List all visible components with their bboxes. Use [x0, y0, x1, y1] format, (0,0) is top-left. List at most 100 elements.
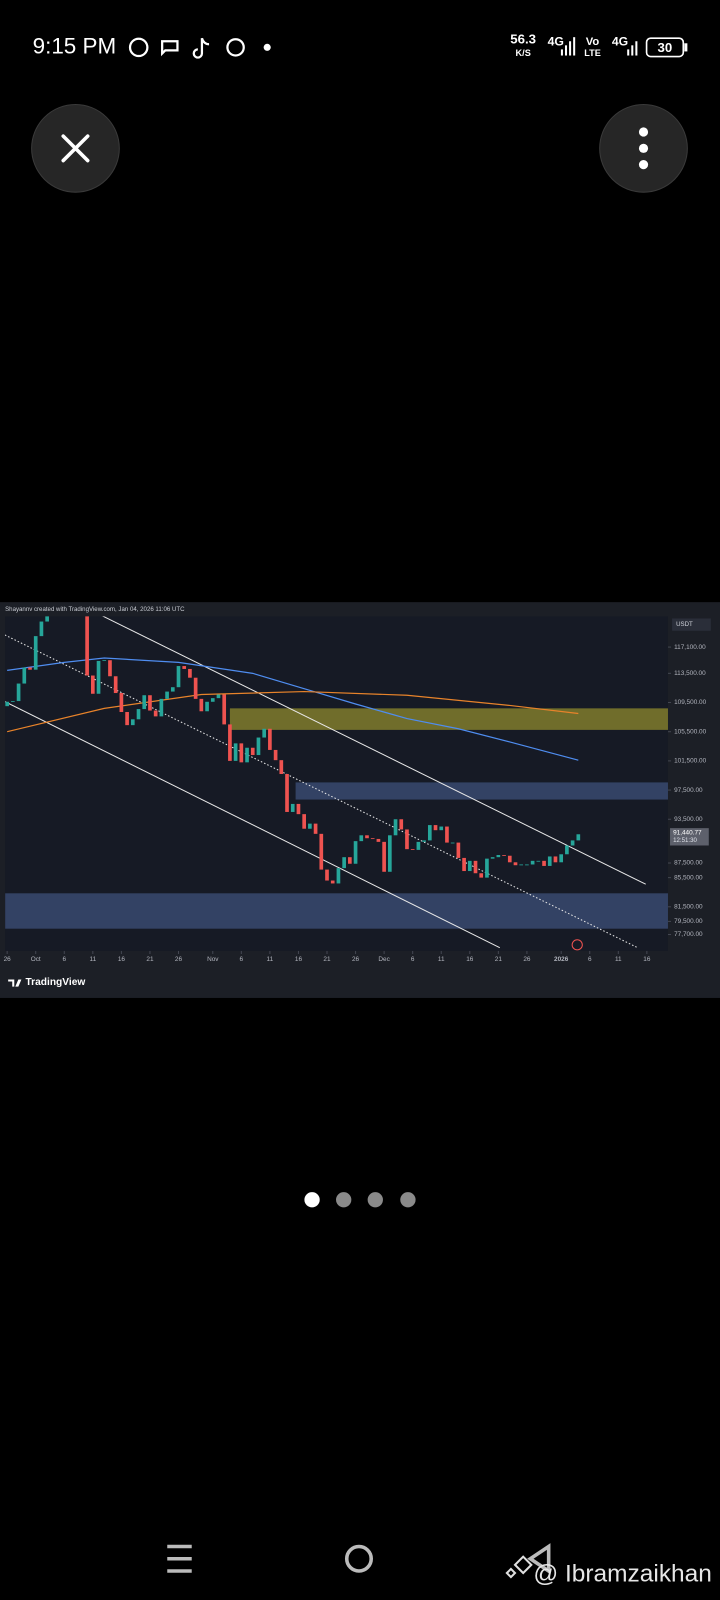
zone — [5, 893, 668, 929]
candle-body — [130, 719, 135, 726]
candle-body — [462, 857, 466, 872]
candle-body — [427, 825, 432, 841]
footer — [0, 969, 720, 998]
candles — [5, 616, 581, 884]
net-speed-unit: K/S — [516, 48, 531, 58]
candle-body — [90, 675, 95, 694]
candle-body — [256, 737, 261, 756]
candle-body — [11, 701, 15, 702]
candle-body — [182, 666, 187, 669]
candle-body — [233, 743, 238, 761]
candle-body — [370, 838, 375, 840]
last-price-box — [670, 828, 709, 846]
candle-body — [496, 854, 501, 858]
candle-body — [325, 869, 329, 881]
candle-body — [108, 660, 112, 677]
network: 4G — [612, 35, 628, 49]
candle-body — [205, 701, 209, 712]
candle-body — [239, 743, 244, 763]
x-tick-label: 21 — [323, 956, 331, 963]
y-tick-label: 77,700.00 — [674, 931, 703, 938]
clock: 9:15 PM — [33, 33, 117, 58]
candle-body — [296, 803, 301, 815]
back-button[interactable] — [527, 1543, 551, 1575]
candle-body — [262, 728, 267, 738]
page-dot[interactable] — [336, 1192, 352, 1208]
candle-body — [479, 873, 484, 878]
page-dot[interactable] — [400, 1192, 416, 1208]
candle-body — [336, 868, 341, 884]
candle-body — [245, 747, 249, 763]
page-dot[interactable] — [367, 1192, 383, 1208]
candle-body — [348, 857, 352, 864]
candle-body — [290, 803, 295, 812]
x-tick-label: 16 — [466, 956, 474, 963]
nav-bar — [167, 1543, 551, 1575]
candle-body — [16, 683, 21, 702]
candle-body — [193, 677, 198, 699]
candle-body — [570, 840, 575, 846]
watermark-logo — [505, 1555, 533, 1579]
trendline — [102, 616, 646, 885]
countdown: 12:51:30 — [673, 837, 697, 844]
y-tick-label: 101,500.00 — [674, 758, 706, 765]
network: 4G — [548, 35, 564, 49]
close-icon — [61, 134, 90, 163]
candle-body — [159, 698, 164, 717]
home-button[interactable] — [344, 1544, 374, 1573]
trendline — [5, 701, 501, 949]
candle-body — [313, 823, 318, 834]
signal — [560, 37, 638, 56]
candle-body — [456, 842, 461, 858]
candle-body — [45, 616, 49, 622]
y-tick-label: 93,500.00 — [674, 816, 703, 823]
candle-body — [308, 823, 312, 829]
candle-body — [210, 698, 215, 702]
candle-body — [490, 857, 495, 859]
x-tick-label: 21 — [146, 956, 154, 963]
moving-average — [7, 690, 579, 733]
candle-body — [387, 835, 392, 872]
candle-body — [250, 747, 255, 756]
candle-body — [547, 856, 552, 866]
candle-body — [365, 835, 369, 839]
x-tick-label: 26 — [175, 956, 183, 963]
candle-body — [273, 749, 278, 761]
volte: Vo — [586, 36, 600, 48]
candle-body — [216, 694, 221, 699]
last-price: 91,440.77 — [673, 829, 702, 836]
candle-body — [553, 856, 558, 863]
x-tick-label: 6 — [411, 956, 415, 963]
watermark: @ Ibramzaikhan — [533, 1561, 712, 1588]
x-tick-label: 11 — [438, 956, 445, 963]
event-icon — [571, 939, 583, 951]
candle-body — [530, 860, 535, 865]
currency: USDT — [676, 621, 693, 628]
page-dot-active[interactable] — [304, 1192, 320, 1208]
candle-body — [268, 728, 272, 750]
candle-body — [450, 842, 455, 844]
y-tick-label: 97,500.00 — [674, 787, 703, 794]
candle-body — [285, 774, 289, 812]
candle-body — [199, 698, 204, 712]
y-tick-label: 117,100.00 — [674, 644, 706, 651]
net-speed: 56.3 — [510, 32, 536, 47]
candle-body — [228, 724, 232, 761]
candle-body — [376, 838, 381, 842]
candle-body — [5, 701, 9, 707]
candle-body — [222, 694, 227, 725]
candle-body — [536, 860, 541, 862]
candle-body — [353, 841, 358, 864]
candle-body — [102, 660, 107, 662]
candle-body — [153, 710, 158, 717]
recents-button[interactable] — [167, 1544, 192, 1573]
x-tick-label: 2026 — [554, 956, 569, 963]
y-tick-label: 85,500.00 — [674, 874, 703, 881]
candle-body — [28, 667, 32, 670]
brand: TradingView — [25, 977, 85, 988]
candle-body — [39, 621, 44, 637]
candle-body — [565, 845, 569, 855]
y-tick-label: 87,500.00 — [674, 860, 703, 867]
y-tick-label: 109,500.00 — [674, 699, 706, 706]
